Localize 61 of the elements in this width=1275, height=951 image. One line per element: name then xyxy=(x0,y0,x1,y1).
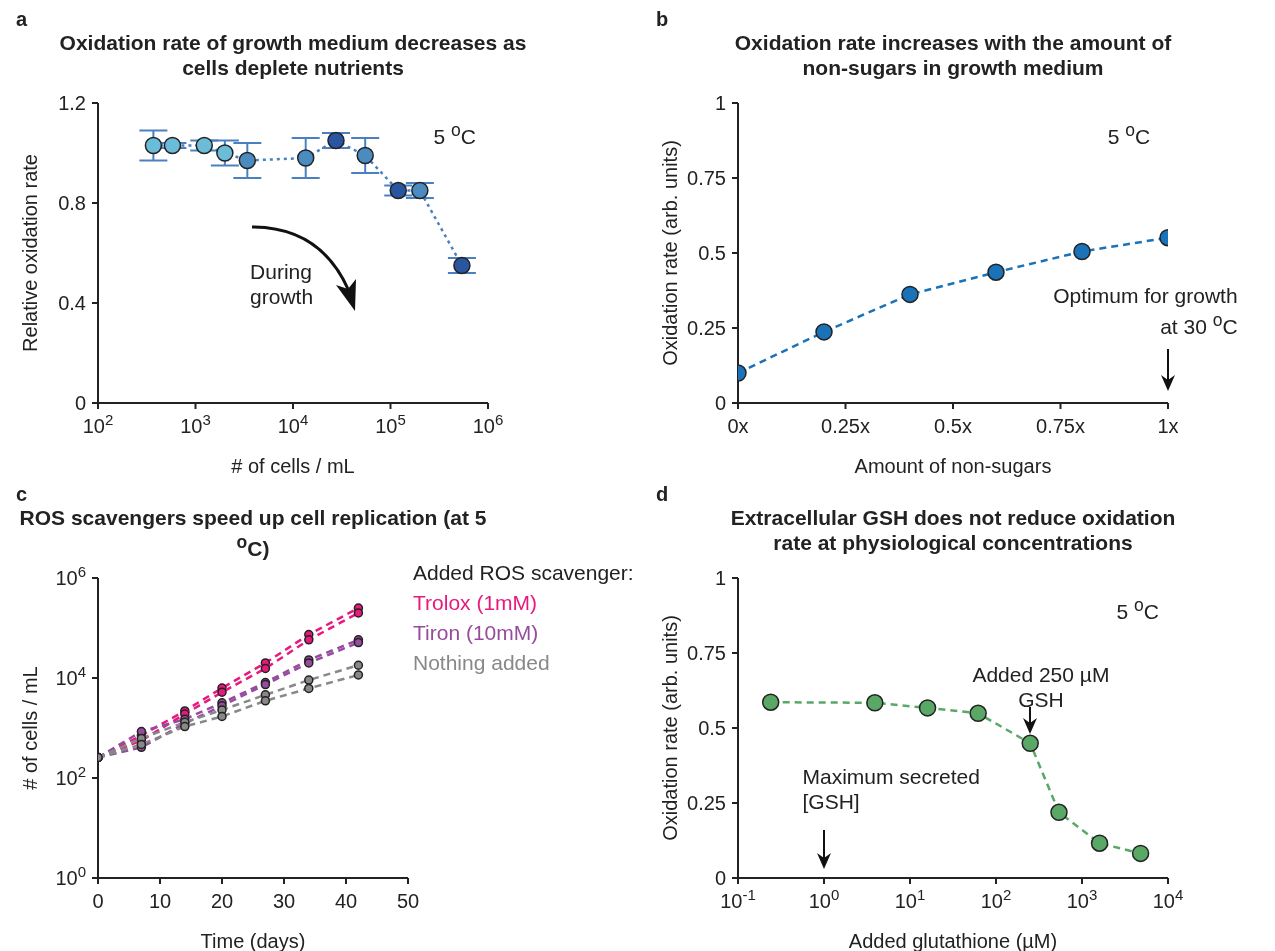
x-tick-label: 30 xyxy=(272,890,296,912)
y-tick-label: 0.4 xyxy=(58,292,86,314)
annotation: Optimum for growth at 30 $^{o}$C xyxy=(1052,283,1238,339)
x-tick-label: 10$^{1}$ xyxy=(894,885,926,912)
annotation: 5 $^{o}$C xyxy=(433,119,476,149)
x-tick-label: 0x xyxy=(727,415,749,437)
x-tick-label: 10$^{2}$ xyxy=(980,885,1012,912)
y-tick-label: 0.25 xyxy=(687,792,726,814)
text: Nothing added xyxy=(413,650,551,676)
x-tick-label: 10$^{0}$ xyxy=(808,885,840,912)
x-tick-label: 10 xyxy=(148,890,172,912)
text: c xyxy=(16,483,28,506)
x-tick-label: 0.75x xyxy=(1036,415,1085,437)
y-axis-title: Oxidation rate (arb. units) xyxy=(659,615,682,841)
annotation: 5 $^{o}$C xyxy=(1107,119,1151,149)
y-tick-label: 1 xyxy=(714,567,726,589)
y-tick-label: 0.8 xyxy=(58,192,86,214)
x-tick-label: 10$^{5}$ xyxy=(375,410,406,437)
y-tick-label: 10$^{0}$ xyxy=(55,862,86,889)
chart-title: ROS scavengers speed up cell replication (at 5 $^{o}$C) xyxy=(18,505,488,561)
x-tick-label: 40 xyxy=(334,890,358,912)
annotation: Added 250 µM GSH xyxy=(971,662,1111,712)
x-tick-label: 0 xyxy=(92,890,104,912)
text: a xyxy=(16,8,28,31)
y-tick-label: 10$^{6}$ xyxy=(55,562,86,589)
y-tick-label: 0.5 xyxy=(698,242,726,264)
y-tick-label: 1.2 xyxy=(58,92,86,114)
text: d xyxy=(656,483,669,506)
legend-title: Added ROS scavenger: xyxy=(413,560,634,586)
y-tick-label: 0.75 xyxy=(687,167,726,189)
y-tick-label: 0.25 xyxy=(687,317,726,339)
annotation: During growth xyxy=(250,259,315,309)
x-tick-label: 50 xyxy=(396,890,420,912)
text: b xyxy=(656,8,669,31)
y-tick-label: 10$^{4}$ xyxy=(55,662,86,689)
y-tick-label: 1 xyxy=(714,92,726,114)
annotation: 5 $^{o}$C xyxy=(1116,594,1159,624)
x-tick-label: 10$^{6}$ xyxy=(472,410,504,437)
y-tick-label: 0 xyxy=(714,392,726,414)
y-tick-label: 0.75 xyxy=(687,642,726,664)
text: Tiron (10mM) xyxy=(413,620,540,646)
y-axis-title: # of cells / mL xyxy=(19,666,42,790)
x-tick-label: 20 xyxy=(210,890,234,912)
x-tick-label: 0.25x xyxy=(821,415,870,437)
y-tick-label: 0.5 xyxy=(698,717,726,739)
x-tick-label: 1x xyxy=(1157,415,1179,437)
chart-title: Extracellular GSH does not reduce oxidation rate at physiological concentrations xyxy=(729,505,1177,555)
x-tick-label: 10$^{4}$ xyxy=(277,410,309,437)
x-tick-label: 10$^{4}$ xyxy=(1152,885,1184,912)
x-axis-title: # of cells / mL xyxy=(231,455,355,477)
x-axis-title: Amount of non-sugars xyxy=(854,455,1052,477)
x-tick-label: 10$^{3}$ xyxy=(1066,885,1098,912)
chart-title: Oxidation rate increases with the amount of non-sugars in growth medium xyxy=(733,30,1173,80)
y-axis-title: Relative oxidation rate xyxy=(19,154,42,352)
y-tick-label: 10$^{2}$ xyxy=(55,762,86,789)
y-axis-title: Oxidation rate (arb. units) xyxy=(659,140,682,366)
chart-title: Oxidation rate of growth medium decreases as cells deplete nutrients xyxy=(58,30,528,80)
annotation: Maximum secreted [GSH] xyxy=(802,764,981,814)
x-tick-label: 0.5x xyxy=(934,415,972,437)
x-tick-label: 10$^{3}$ xyxy=(180,410,211,437)
text: Trolox (1mM) xyxy=(413,590,539,616)
